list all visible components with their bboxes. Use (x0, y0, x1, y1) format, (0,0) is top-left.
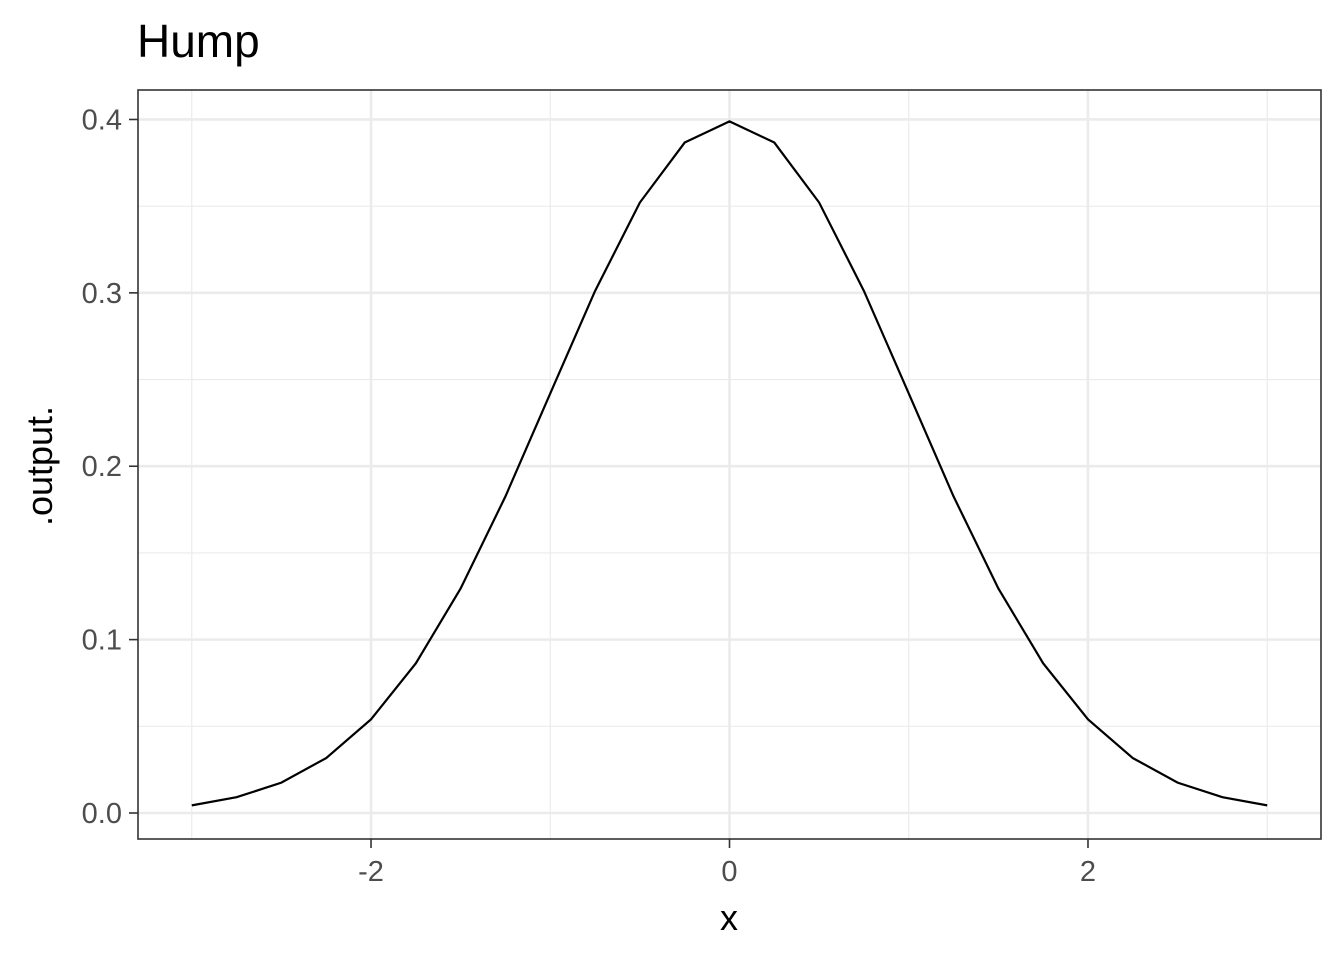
x-axis-title: x (720, 897, 738, 938)
y-tick-label: 0.3 (82, 278, 122, 310)
major-gridlines (138, 90, 1321, 839)
y-axis-title: .output. (19, 406, 60, 526)
series-line (191, 120, 1268, 807)
chart-title: Hump (137, 15, 260, 67)
y-tick-label: 0.0 (82, 798, 122, 830)
x-tick-label: -2 (358, 856, 384, 888)
x-axis-ticks: -2 0 2 (358, 839, 1096, 888)
x-tick-label: 0 (721, 856, 737, 888)
y-tick-label: 0.4 (82, 104, 122, 136)
y-tick-label: 0.2 (82, 451, 122, 483)
y-axis-ticks: 0.0 0.1 0.2 0.3 0.4 (82, 104, 138, 830)
y-tick-label: 0.1 (82, 625, 122, 657)
x-tick-label: 2 (1080, 856, 1096, 888)
